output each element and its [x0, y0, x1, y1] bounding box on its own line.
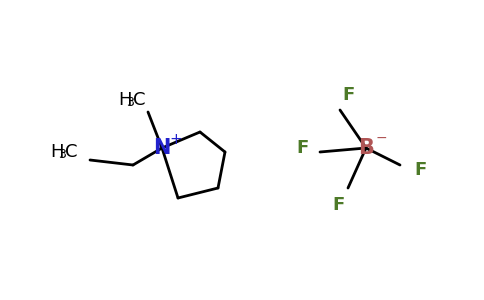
Text: H: H — [50, 143, 63, 161]
Text: +: + — [169, 133, 182, 148]
Text: F: F — [414, 161, 426, 179]
Text: C: C — [65, 143, 77, 161]
Text: F: F — [342, 86, 354, 104]
Text: 3: 3 — [126, 97, 134, 110]
Text: −: − — [375, 131, 387, 145]
Text: N: N — [153, 138, 171, 158]
Text: C: C — [133, 91, 146, 109]
Text: F: F — [332, 196, 344, 214]
Text: 3: 3 — [58, 148, 66, 161]
Text: H: H — [118, 91, 132, 109]
Text: B: B — [358, 138, 374, 158]
Text: F: F — [296, 139, 308, 157]
